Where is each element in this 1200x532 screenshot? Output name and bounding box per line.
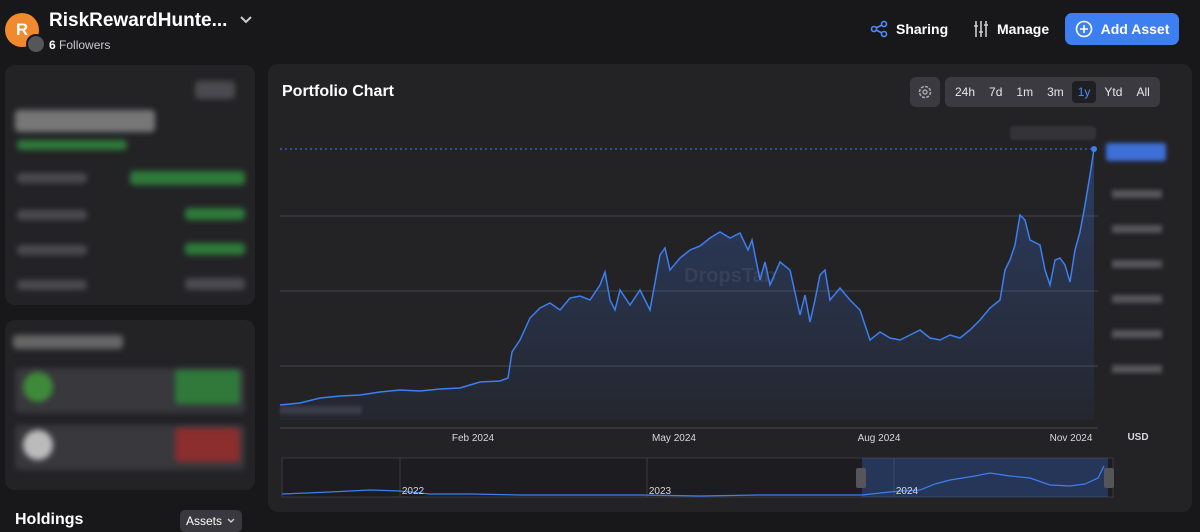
currency-label: USD (1127, 432, 1148, 443)
followers-count: 6 (49, 38, 56, 52)
add-asset-button[interactable]: Add Asset (1065, 13, 1179, 45)
profile-name[interactable]: RiskRewardHunte... (49, 10, 228, 31)
blurred-tooltip (1010, 126, 1096, 140)
sharing-button[interactable]: Sharing (870, 20, 948, 38)
avatar[interactable]: R (5, 13, 39, 47)
share-icon (870, 20, 888, 38)
x-label: May 2024 (652, 433, 696, 444)
blurred-value-badge (1106, 143, 1166, 161)
range-button[interactable]: 1y (1071, 81, 1097, 103)
manage-label: Manage (997, 21, 1050, 37)
navigator-handle[interactable] (856, 468, 866, 488)
navigator-label: 2024 (896, 486, 919, 497)
manage-icon (974, 21, 988, 37)
settings-button[interactable] (910, 77, 940, 107)
portfolio-line (279, 148, 1095, 406)
range-button[interactable]: 7d (989, 85, 1003, 99)
sharing-label: Sharing (896, 21, 949, 37)
x-label: Feb 2024 (452, 433, 495, 444)
range-button[interactable]: 24h (955, 85, 976, 99)
x-label: Nov 2024 (1050, 433, 1093, 444)
followers[interactable]: 6 Followers (49, 38, 110, 52)
x-labels: Feb 2024 May 2024 Aug 2024 Nov 2024 (452, 433, 1093, 444)
navigator-labels: 2022 2023 2024 (402, 486, 919, 497)
balance-panel (5, 65, 255, 305)
gear-icon (918, 85, 932, 99)
range-button[interactable]: Ytd (1104, 85, 1123, 99)
lock-badge (26, 34, 46, 54)
assets-label: Assets (185, 514, 222, 528)
last-point (1091, 146, 1097, 152)
blurred-y-labels (1112, 190, 1162, 373)
followers-label: Followers (59, 38, 111, 52)
navigator-label: 2022 (402, 486, 425, 497)
dropdown-icon (227, 518, 235, 523)
range-button[interactable]: All (1136, 85, 1150, 99)
manage-button[interactable]: Manage (973, 20, 1049, 38)
holdings-title: Holdings (15, 511, 84, 528)
area-fill (280, 149, 1094, 420)
range-button[interactable]: 3m (1047, 85, 1064, 99)
performance-panel (5, 320, 255, 490)
plus-icon (1075, 20, 1092, 38)
x-label: Aug 2024 (858, 433, 901, 444)
navigator-line (281, 465, 1105, 497)
range-selector: 24h 7d 1m 3m 1y Ytd All (945, 77, 1160, 107)
navigator-handle[interactable] (1104, 468, 1114, 488)
add-asset-label: Add Asset (1100, 21, 1170, 37)
navigator[interactable] (281, 457, 1114, 498)
range-button[interactable]: 1m (1016, 85, 1034, 99)
dropdown-icon[interactable] (238, 12, 254, 28)
chart-title: Portfolio Chart (282, 83, 394, 100)
navigator-label: 2023 (649, 486, 672, 497)
